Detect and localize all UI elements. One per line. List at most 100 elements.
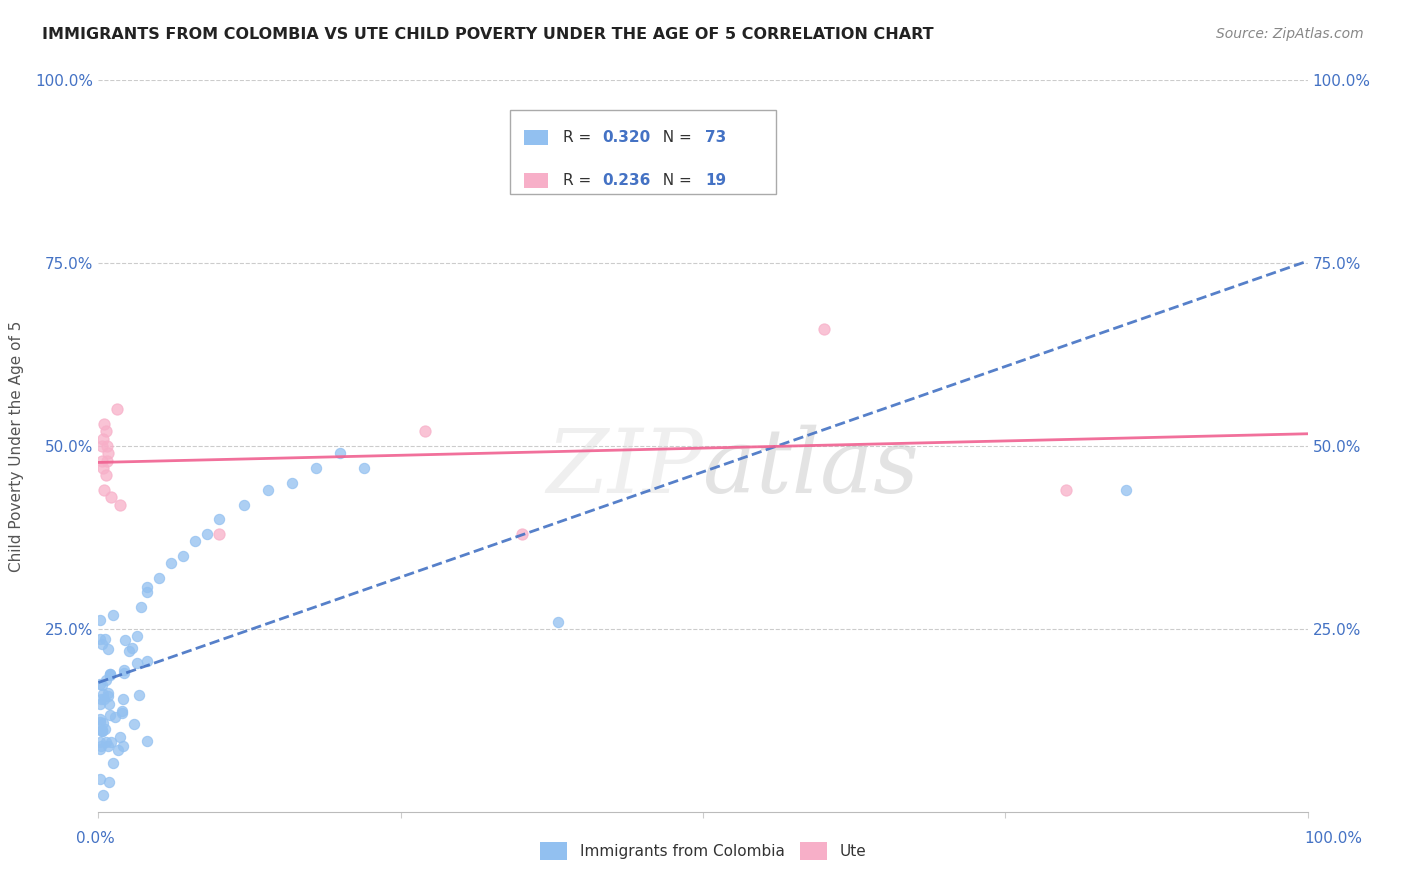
Point — [98, 666, 121, 681]
Point — [148, 571, 170, 585]
Point — [89, 632, 111, 646]
Point — [89, 715, 111, 730]
Point — [118, 644, 141, 658]
Point — [160, 556, 183, 570]
Point — [103, 607, 125, 622]
Point — [208, 526, 231, 541]
Point — [111, 706, 134, 721]
Point — [91, 432, 114, 446]
Bar — [524, 130, 548, 145]
Point — [195, 526, 218, 541]
Point — [129, 599, 152, 614]
Point — [353, 461, 375, 475]
Point — [100, 734, 122, 748]
Point — [91, 788, 114, 802]
Y-axis label: Child Poverty Under the Age of 5: Child Poverty Under the Age of 5 — [10, 320, 24, 572]
Point — [98, 708, 121, 723]
Point — [98, 698, 121, 712]
Point — [281, 475, 304, 490]
Point — [96, 439, 118, 453]
Legend: Immigrants from Colombia, Ute: Immigrants from Colombia, Ute — [534, 836, 872, 866]
Point — [125, 656, 148, 670]
Point — [90, 692, 112, 706]
Point — [89, 697, 111, 711]
Point — [90, 724, 112, 739]
Point — [89, 712, 111, 726]
Point — [94, 425, 117, 439]
Point — [98, 775, 121, 789]
Point — [97, 446, 120, 460]
Point — [813, 322, 835, 336]
Point — [96, 690, 118, 704]
Point — [125, 629, 148, 643]
Point — [105, 402, 128, 417]
Text: R =: R = — [562, 173, 596, 188]
Point — [547, 615, 569, 629]
Point — [112, 666, 135, 681]
Text: 100.0%: 100.0% — [1303, 831, 1362, 846]
Bar — [524, 173, 548, 188]
Point — [208, 512, 231, 526]
Point — [108, 498, 131, 512]
Point — [94, 722, 117, 736]
Point — [89, 735, 111, 749]
Text: 0.236: 0.236 — [603, 173, 651, 188]
Point — [90, 678, 112, 692]
Point — [91, 723, 114, 738]
Text: ZIP: ZIP — [547, 425, 703, 511]
Point — [305, 461, 328, 475]
Point — [111, 704, 134, 718]
Point — [1054, 483, 1077, 497]
Point — [172, 549, 194, 563]
Point — [1115, 483, 1137, 497]
Text: R =: R = — [562, 130, 596, 145]
Point — [103, 756, 125, 771]
Point — [98, 667, 121, 681]
Point — [135, 654, 157, 668]
Point — [94, 673, 117, 688]
Text: 0.320: 0.320 — [603, 130, 651, 145]
Point — [94, 735, 117, 749]
Text: 73: 73 — [706, 130, 727, 145]
Text: 19: 19 — [706, 173, 727, 188]
Point — [104, 710, 127, 724]
Point — [135, 585, 157, 599]
Point — [93, 687, 115, 701]
Text: N =: N = — [654, 130, 697, 145]
Point — [100, 490, 122, 504]
Point — [91, 461, 114, 475]
Text: N =: N = — [654, 173, 697, 188]
Point — [98, 668, 121, 682]
Text: atlas: atlas — [703, 425, 918, 511]
Point — [90, 723, 112, 737]
Point — [91, 439, 114, 453]
Point — [121, 640, 143, 655]
Point — [94, 632, 117, 646]
Point — [135, 733, 157, 747]
Text: IMMIGRANTS FROM COLOMBIA VS UTE CHILD POVERTY UNDER THE AGE OF 5 CORRELATION CHA: IMMIGRANTS FROM COLOMBIA VS UTE CHILD PO… — [42, 27, 934, 42]
Point — [122, 716, 145, 731]
Point — [107, 743, 129, 757]
Point — [96, 453, 118, 467]
Point — [94, 468, 117, 483]
Bar — [509, 110, 776, 194]
Text: Source: ZipAtlas.com: Source: ZipAtlas.com — [1216, 27, 1364, 41]
Point — [97, 686, 120, 700]
Text: 0.0%: 0.0% — [76, 831, 115, 846]
Point — [91, 637, 114, 651]
Point — [89, 772, 111, 786]
Point — [89, 742, 111, 756]
Point — [97, 641, 120, 656]
Point — [91, 453, 114, 467]
Point — [89, 613, 111, 627]
Point — [91, 716, 114, 731]
Point — [111, 739, 134, 754]
Point — [232, 498, 254, 512]
Point — [329, 446, 352, 460]
Point — [413, 425, 436, 439]
Point — [128, 689, 150, 703]
Point — [93, 417, 115, 431]
Point — [111, 692, 134, 706]
Point — [510, 526, 533, 541]
Point — [135, 580, 157, 594]
